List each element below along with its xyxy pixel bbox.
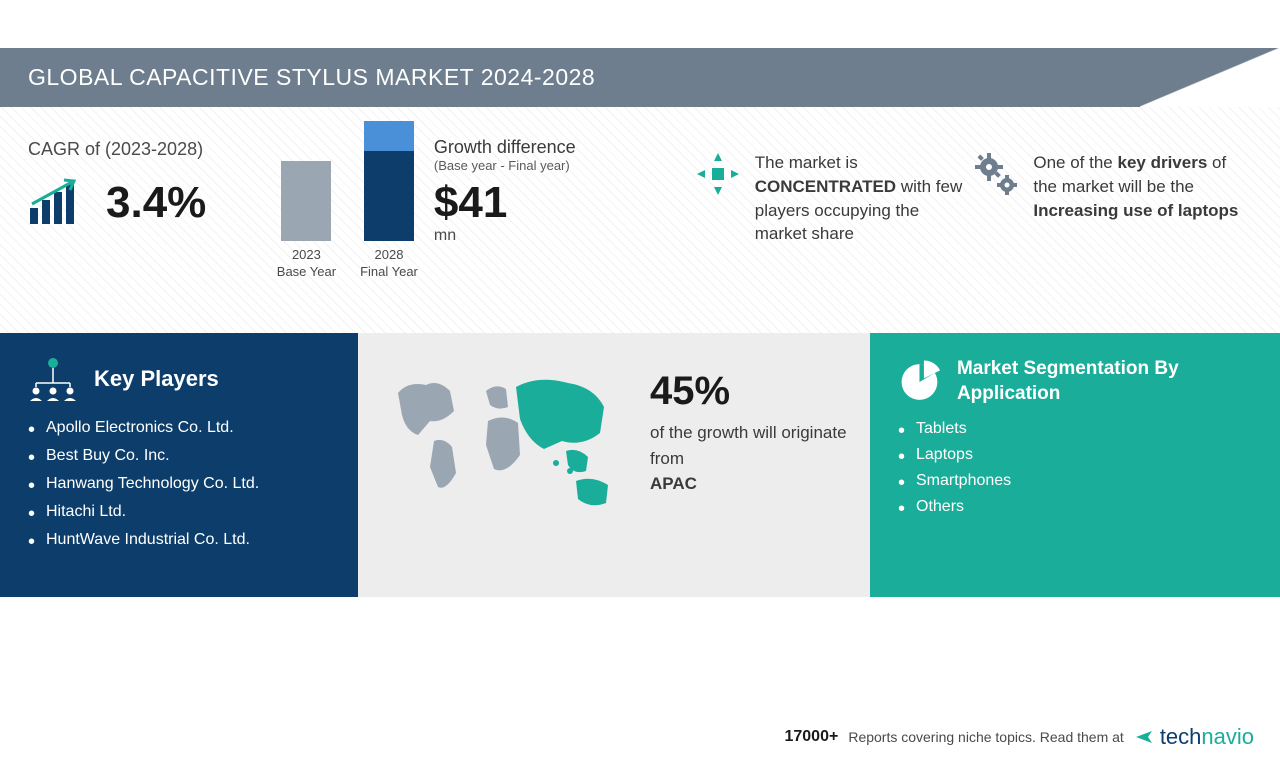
region-percentage: 45%: [650, 369, 850, 414]
list-item: Apollo Electronics Co. Ltd.: [28, 419, 330, 437]
logo-arrow-icon: [1134, 726, 1156, 748]
pie-chart-icon: [898, 358, 941, 406]
concentrate-arrows-icon: [695, 151, 741, 197]
list-item: Smartphones: [898, 472, 1252, 490]
segmentation-title: Market Segmentation By Application: [957, 357, 1252, 406]
list-item: Best Buy Co. Inc.: [28, 447, 330, 465]
regional-growth-panel: 45% of the growth will originate from AP…: [358, 333, 870, 597]
segmentation-panel: Market Segmentation By Application Table…: [870, 333, 1280, 597]
cagr-value: 3.4%: [106, 178, 206, 228]
bar-chart-growth-icon: [28, 178, 88, 228]
technavio-logo: technavio: [1134, 724, 1254, 750]
footer: 17000+ Reports covering niche topics. Re…: [784, 724, 1254, 750]
world-map-icon: [378, 363, 638, 523]
players-list: Apollo Electronics Co. Ltd. Best Buy Co.…: [28, 419, 330, 549]
growth-title: Growth difference: [434, 137, 576, 158]
bottom-panels-row: Key Players Apollo Electronics Co. Ltd. …: [0, 333, 1280, 597]
list-item: Hitachi Ltd.: [28, 503, 330, 521]
key-players-panel: Key Players Apollo Electronics Co. Ltd. …: [0, 333, 358, 597]
market-concentration-text: The market is CONCENTRATED with few play…: [755, 151, 974, 246]
key-driver-block: One of the key drivers of the market wil…: [973, 131, 1252, 305]
network-people-icon: [28, 357, 78, 401]
region-description: of the growth will originate from APAC: [650, 420, 850, 497]
growth-bar-chart: 2023Base Year 2028Final Year: [277, 131, 418, 281]
bar-base-year: [281, 161, 331, 241]
header-bar: GLOBAL CAPACITIVE STYLUS MARKET 2024-202…: [0, 48, 1280, 107]
list-item: Others: [898, 498, 1252, 516]
cagr-block: CAGR of (2023-2028) 3.4%: [28, 131, 277, 305]
market-concentration-block: The market is CONCENTRATED with few play…: [695, 131, 974, 305]
growth-value: $41: [434, 181, 576, 225]
footer-text: Reports covering niche topics. Read them…: [848, 729, 1123, 745]
growth-difference-block: 2023Base Year 2028Final Year Growth diff…: [277, 131, 695, 305]
players-title: Key Players: [94, 366, 219, 392]
growth-unit: mn: [434, 227, 576, 245]
list-item: Laptops: [898, 446, 1252, 464]
report-count: 17000+: [784, 728, 838, 746]
top-metrics-row: CAGR of (2023-2028) 3.4% 2023Base Year: [0, 107, 1280, 333]
list-item: Tablets: [898, 420, 1252, 438]
list-item: HuntWave Industrial Co. Ltd.: [28, 531, 330, 549]
cagr-label: CAGR of (2023-2028): [28, 139, 277, 160]
gears-icon: [973, 151, 1019, 197]
bar-final-year: [364, 121, 414, 241]
page-title: GLOBAL CAPACITIVE STYLUS MARKET 2024-202…: [28, 64, 595, 90]
segmentation-list: Tablets Laptops Smartphones Others: [898, 420, 1252, 516]
growth-subtitle: (Base year - Final year): [434, 158, 576, 173]
list-item: Hanwang Technology Co. Ltd.: [28, 475, 330, 493]
key-driver-text: One of the key drivers of the market wil…: [1033, 151, 1252, 222]
